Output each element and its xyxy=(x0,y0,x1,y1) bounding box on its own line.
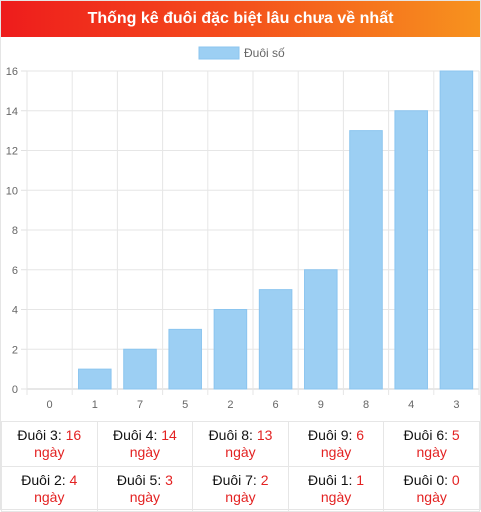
tail-label: Đuôi 1: xyxy=(308,472,353,488)
chart-title: Thống kê đuôi đặc biệt lâu chưa về nhất xyxy=(87,10,394,27)
legend-label: Đuôi số xyxy=(244,46,285,60)
y-tick-label: 8 xyxy=(12,225,18,237)
chart-header: Thống kê đuôi đặc biệt lâu chưa về nhất xyxy=(1,1,480,37)
days-unit: ngày xyxy=(320,489,352,505)
x-tick-label: 0 xyxy=(47,399,53,411)
stats-cell: Đuôi 7: 2 ngày xyxy=(192,466,289,512)
x-tick-label: 7 xyxy=(137,399,143,411)
stats-cell: Đuôi 5: 3 ngày xyxy=(96,466,194,512)
stats-cell: Đuôi 1: 1 ngày xyxy=(287,466,385,512)
stats-row: Đuôi 2: 4 ngày Đuôi 5: 3 ngày Đuôi 7: 2 ngày Đ… xyxy=(1,466,480,512)
days-count: 2 xyxy=(260,472,269,488)
y-tick-label: 2 xyxy=(12,344,18,356)
x-tick-label: 5 xyxy=(182,399,188,411)
days-count: 4 xyxy=(69,472,78,488)
bar-7[interactable] xyxy=(123,348,157,390)
y-tick-label: 0 xyxy=(12,384,18,396)
stats-cell: Đuôi 8: 13 ngày xyxy=(192,421,289,467)
x-tick-label: 3 xyxy=(453,399,459,411)
days-count: 0 xyxy=(451,472,460,488)
y-tick-label: 6 xyxy=(12,265,18,277)
bar-3[interactable] xyxy=(439,70,474,390)
stats-cell: Đuôi 4: 14 ngày xyxy=(96,421,194,467)
tail-label: Đuôi 3: xyxy=(17,427,62,443)
bar-4[interactable] xyxy=(394,110,428,390)
days-unit: ngày xyxy=(225,489,256,505)
bar-6[interactable] xyxy=(258,289,293,390)
tail-label: Đuôi 2: xyxy=(21,472,66,488)
y-tick-label: 16 xyxy=(6,66,18,78)
x-tick-label: 8 xyxy=(363,399,369,411)
days-unit: ngày xyxy=(416,444,447,460)
x-tick-label: 2 xyxy=(227,399,233,411)
days-unit: ngày xyxy=(416,489,447,505)
tail-label: Đuôi 7: xyxy=(212,472,257,488)
tail-label: Đuôi 0: xyxy=(403,472,449,488)
days-count: 13 xyxy=(256,427,273,443)
bars xyxy=(78,70,474,390)
days-count: 14 xyxy=(161,427,177,443)
bar-chart: Đuôi số 0 2 4 6 8 10 12 14 16 0 1 7 5 2 6 9 8 4 3 xyxy=(6,46,480,411)
days-unit: ngày xyxy=(129,444,161,460)
tail-label: Đuôi 5: xyxy=(116,472,162,488)
bar-1[interactable] xyxy=(78,368,112,390)
days-unit: ngày xyxy=(34,489,65,505)
days-unit: ngày xyxy=(129,489,161,505)
days-unit: ngày xyxy=(225,444,256,460)
legend[interactable]: Đuôi số xyxy=(198,46,285,60)
tail-label: Đuôi 8: xyxy=(208,427,253,443)
days-count: 16 xyxy=(65,427,82,443)
y-tick-label: 14 xyxy=(6,106,18,118)
x-axis: 0 1 7 5 2 6 9 8 4 3 xyxy=(47,399,460,411)
legend-swatch xyxy=(198,46,240,60)
y-tick-label: 10 xyxy=(6,185,18,197)
tail-label: Đuôi 4: xyxy=(112,427,158,443)
stats-table: Đuôi 3: 16 ngày Đuôi 4: 14 ngày Đuôi 8: 13 ng… xyxy=(1,421,480,512)
stats-cell: Đuôi 2: 4 ngày xyxy=(1,466,98,512)
x-tick-label: 1 xyxy=(92,399,98,411)
bar-9[interactable] xyxy=(304,269,338,390)
days-unit: ngày xyxy=(320,444,352,460)
days-count: 1 xyxy=(356,472,365,488)
tail-label: Đuôi 6: xyxy=(403,427,449,443)
x-tick-label: 4 xyxy=(408,399,414,411)
y-tick-label: 12 xyxy=(6,146,18,158)
chart-area: Đuôi số 0 2 4 6 8 10 12 14 16 0 1 7 5 2 6 9 8 4 3 xyxy=(1,37,480,421)
bar-8[interactable] xyxy=(349,130,383,390)
tail-label: Đuôi 9: xyxy=(308,427,353,443)
stats-cell: Đuôi 9: 6 ngày xyxy=(287,421,385,467)
days-count: 6 xyxy=(356,427,365,443)
stats-cell: Đuôi 0: 0 ngày xyxy=(383,466,480,512)
stats-cell: Đuôi 3: 16 ngày xyxy=(1,421,98,467)
days-count: 3 xyxy=(165,472,173,488)
days-unit: ngày xyxy=(34,444,65,460)
stats-row: Đuôi 3: 16 ngày Đuôi 4: 14 ngày Đuôi 8: 13 ng… xyxy=(1,421,480,467)
x-tick-label: 6 xyxy=(273,399,279,411)
bar-2[interactable] xyxy=(213,309,248,390)
y-tick-label: 4 xyxy=(12,305,18,317)
stats-cell: Đuôi 6: 5 ngày xyxy=(383,421,480,467)
days-count: 5 xyxy=(451,427,460,443)
y-axis: 0 2 4 6 8 10 12 14 16 xyxy=(6,66,18,396)
x-tick-label: 9 xyxy=(318,399,324,411)
bar-5[interactable] xyxy=(168,328,202,390)
